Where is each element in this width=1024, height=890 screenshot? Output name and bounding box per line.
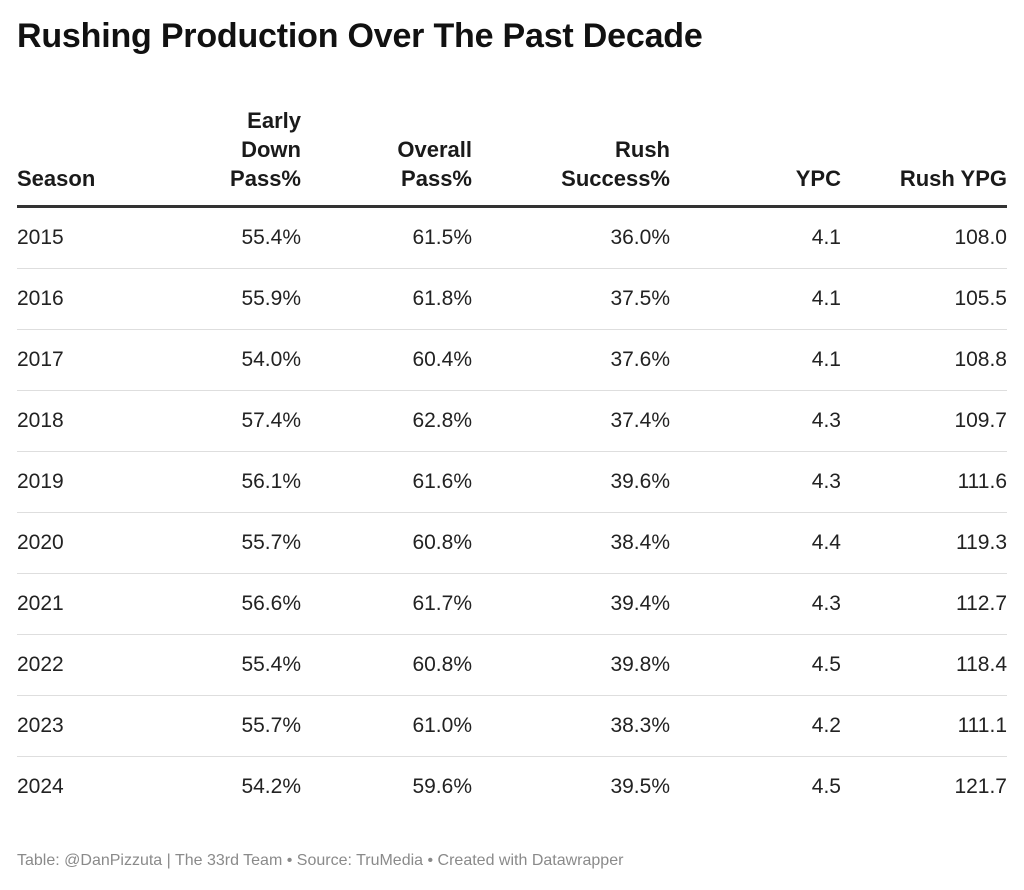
column-header-ypc: YPC: [670, 106, 841, 208]
table-row: 2018 57.4% 62.8% 37.4% 4.3 109.7: [17, 390, 1007, 452]
cell-early-down-pass: 54.0%: [197, 329, 301, 391]
cell-overall-pass: 61.8%: [301, 268, 472, 330]
cell-overall-pass: 61.7%: [301, 573, 472, 635]
column-header-rush-ypg: Rush YPG: [841, 106, 1007, 208]
cell-rush-success: 36.0%: [472, 206, 670, 269]
cell-season: 2022: [17, 634, 197, 696]
column-header-line: Rush: [615, 137, 670, 162]
table-row: 2021 56.6% 61.7% 39.4% 4.3 112.7: [17, 573, 1007, 635]
cell-season: 2019: [17, 451, 197, 513]
cell-overall-pass: 60.8%: [301, 512, 472, 574]
cell-ypc: 4.4: [670, 512, 841, 574]
cell-season: 2016: [17, 268, 197, 330]
table-row: 2020 55.7% 60.8% 38.4% 4.4 119.3: [17, 512, 1007, 574]
cell-rush-ypg: 111.6: [841, 451, 1007, 513]
cell-overall-pass: 60.4%: [301, 329, 472, 391]
cell-season: 2024: [17, 775, 64, 798]
cell-ypc: 4.2: [670, 695, 841, 757]
cell-ypc: 4.3: [670, 451, 841, 513]
cell-rush-success: 39.6%: [472, 451, 670, 513]
cell-season: 2015: [17, 206, 197, 269]
cell-early-down-pass: 56.6%: [197, 573, 301, 635]
cell-early-down-pass: 54.2%: [241, 775, 301, 798]
cell-ypc: 4.1: [670, 329, 841, 391]
cell-ypc: 4.1: [670, 268, 841, 330]
table-container: Rushing Production Over The Past Decade …: [17, 14, 1007, 817]
cell-early-down-pass: 55.7%: [197, 512, 301, 574]
cell-early-down-pass: 57.4%: [197, 390, 301, 452]
cell-ypc: 4.5: [811, 775, 841, 798]
cell-season: 2023: [17, 695, 197, 757]
column-header-rush-success: Rush Success%: [472, 106, 670, 208]
table-body: 2015 55.4% 61.5% 36.0% 4.1 108.0 2016 55.9% 61.8…: [17, 206, 1007, 818]
cell-early-down-pass: 55.9%: [197, 268, 301, 330]
cell-ypc: 4.1: [670, 206, 841, 269]
column-header-line: Down: [241, 137, 301, 162]
cell-overall-pass: 62.8%: [301, 390, 472, 452]
cell-rush-ypg: 108.0: [841, 206, 1007, 269]
column-header-line: Early: [247, 108, 301, 133]
table-row: 2015 55.4% 61.5% 36.0% 4.1 108.0: [17, 206, 1007, 269]
cell-overall-pass: 59.6%: [412, 775, 472, 798]
cell-rush-success: 39.5%: [610, 775, 670, 798]
cell-early-down-pass: 56.1%: [197, 451, 301, 513]
cell-rush-ypg: 118.4: [841, 634, 1007, 696]
cell-rush-success: 37.6%: [472, 329, 670, 391]
column-header-line: Pass%: [401, 166, 472, 191]
cell-rush-ypg: 105.5: [841, 268, 1007, 330]
column-header-line: YPC: [795, 166, 841, 191]
table-row: 2024 54.2% 59.6% 39.5% 4.5 121.7: [17, 757, 1007, 818]
table-row: 2019 56.1% 61.6% 39.6% 4.3 111.6: [17, 451, 1007, 513]
column-header-season: Season: [17, 106, 197, 208]
cell-ypc: 4.5: [670, 634, 841, 696]
cell-rush-success: 37.4%: [472, 390, 670, 452]
column-header-line: Rush YPG: [899, 166, 1007, 191]
column-header-line: Pass%: [230, 166, 301, 191]
cell-rush-success: 39.8%: [472, 634, 670, 696]
cell-season: 2020: [17, 512, 197, 574]
table-row: 2016 55.9% 61.8% 37.5% 4.1 105.5: [17, 268, 1007, 330]
column-header-overall-pass: Overall Pass%: [301, 106, 472, 208]
cell-overall-pass: 60.8%: [301, 634, 472, 696]
cell-season: 2017: [17, 329, 197, 391]
header-row: Season Early Down Pass% Overall Pass% Rush Succ…: [17, 106, 1007, 208]
cell-rush-ypg: 108.8: [841, 329, 1007, 391]
cell-early-down-pass: 55.7%: [197, 695, 301, 757]
cell-season: 2021: [17, 573, 197, 635]
column-header-early-down-pass: Early Down Pass%: [197, 106, 301, 208]
cell-overall-pass: 61.6%: [301, 451, 472, 513]
cell-early-down-pass: 55.4%: [197, 634, 301, 696]
cell-ypc: 4.3: [670, 573, 841, 635]
data-table: Season Early Down Pass% Overall Pass% Rush Succ…: [17, 106, 1007, 817]
cell-overall-pass: 61.0%: [301, 695, 472, 757]
cell-rush-ypg: 121.7: [954, 775, 1007, 798]
column-header-line: Success%: [561, 166, 670, 191]
cell-rush-success: 37.5%: [472, 268, 670, 330]
cell-rush-success: 38.4%: [472, 512, 670, 574]
cell-rush-ypg: 109.7: [841, 390, 1007, 452]
table-title: Rushing Production Over The Past Decade: [17, 17, 703, 55]
cell-rush-ypg: 119.3: [841, 512, 1007, 574]
cell-rush-ypg: 112.7: [841, 573, 1007, 635]
cell-season: 2018: [17, 390, 197, 452]
column-header-line: Season: [17, 166, 96, 191]
column-header-line: Overall: [397, 137, 472, 162]
table-row: 2017 54.0% 60.4% 37.6% 4.1 108.8: [17, 329, 1007, 391]
cell-rush-success: 38.3%: [472, 695, 670, 757]
table-row: 2023 55.7% 61.0% 38.3% 4.2 111.1: [17, 695, 1007, 757]
table-row: 2022 55.4% 60.8% 39.8% 4.5 118.4: [17, 634, 1007, 696]
cell-rush-ypg: 111.1: [841, 695, 1007, 757]
source-footer: Table: @DanPizzuta | The 33rd Team • Sou…: [17, 852, 624, 869]
cell-rush-success: 39.4%: [472, 573, 670, 635]
cell-overall-pass: 61.5%: [301, 206, 472, 269]
cell-ypc: 4.3: [670, 390, 841, 452]
cell-early-down-pass: 55.4%: [197, 206, 301, 269]
